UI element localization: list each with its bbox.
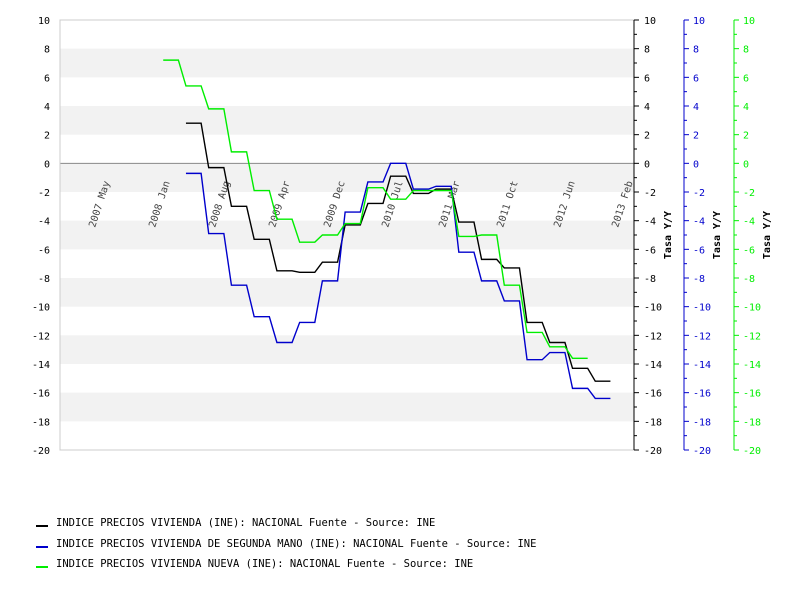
y-tick-label: 4 <box>644 102 650 113</box>
series-line <box>163 59 588 359</box>
legend: INDICE PRECIOS VIVIENDA (INE): NACIONAL … <box>36 513 536 575</box>
y-tick-label: -4 <box>693 217 705 228</box>
legend-swatch <box>36 545 48 548</box>
series-line <box>185 122 611 382</box>
y-tick-label: 2 <box>44 131 50 142</box>
grid-band <box>60 48 634 78</box>
y-tick-label: -18 <box>644 417 662 428</box>
y-tick-label: 10 <box>693 16 705 27</box>
y-tick-label: -12 <box>644 331 662 342</box>
y-tick-label: 6 <box>644 73 650 84</box>
y-tick-label: -12 <box>693 331 711 342</box>
y-tick-label: -20 <box>644 446 662 457</box>
y-tick-label: -20 <box>743 446 761 457</box>
y-tick-label: 6 <box>44 73 50 84</box>
y-tick-label: 2 <box>644 131 650 142</box>
y-tick-label: -2 <box>743 188 755 199</box>
y-tick-label: -2 <box>644 188 656 199</box>
y-tick-label: -6 <box>743 245 755 256</box>
legend-item: INDICE PRECIOS VIVIENDA DE SEGUNDA MANO … <box>36 534 536 555</box>
legend-item: INDICE PRECIOS VIVIENDA NUEVA (INE): NAC… <box>36 554 536 575</box>
y-tick-label: -10 <box>743 303 761 314</box>
y-tick-label: -14 <box>644 360 662 371</box>
legend-label: INDICE PRECIOS VIVIENDA NUEVA (INE): NAC… <box>56 558 474 571</box>
y-tick-label: -18 <box>32 417 50 428</box>
y-tick-label: -4 <box>743 217 755 228</box>
y-tick-label: -20 <box>693 446 711 457</box>
right-y-axis: 10 8 6 4 2 0 -2 -4 -6 -8 -10 -12 -14 -16 -18 -20 Tasa Y/… <box>733 16 773 457</box>
y-tick-label: -6 <box>644 245 656 256</box>
y-tick-label: 6 <box>693 73 699 84</box>
y-tick-label: -18 <box>743 417 761 428</box>
legend-label: INDICE PRECIOS VIVIENDA DE SEGUNDA MANO … <box>56 537 537 550</box>
y-tick-label: -16 <box>693 389 711 400</box>
y-tick-label: -18 <box>693 417 711 428</box>
legend-swatch <box>36 566 48 569</box>
y-tick-label: -12 <box>32 331 50 342</box>
y-tick-label: -2 <box>38 188 50 199</box>
y-axis-title: Tasa Y/Y <box>712 211 723 259</box>
y-tick-label: -14 <box>743 360 761 371</box>
y-tick-label: 10 <box>644 16 656 27</box>
legend-item: INDICE PRECIOS VIVIENDA (INE): NACIONAL … <box>36 513 536 534</box>
y-tick-label: -14 <box>693 360 711 371</box>
right-y-axis: 10 8 6 4 2 0 -2 -4 -6 -8 -10 -12 -14 -16 -18 -20 Tasa Y/… <box>683 16 723 457</box>
y-tick-label: -16 <box>743 389 761 400</box>
series-lines <box>163 59 611 400</box>
grid-band <box>60 163 634 192</box>
grid-band <box>60 106 634 135</box>
y-tick-label: 0 <box>44 159 50 170</box>
y-tick-label: -8 <box>644 274 656 285</box>
y-tick-label: -10 <box>644 303 662 314</box>
y-tick-label: -4 <box>644 217 656 228</box>
y-tick-label: -4 <box>38 217 50 228</box>
grid-band <box>60 392 634 422</box>
y-tick-label: -16 <box>644 389 662 400</box>
y-tick-label: 8 <box>44 45 50 56</box>
legend-swatch <box>36 525 48 528</box>
y-tick-label: -10 <box>32 303 50 314</box>
y-axis-title: Tasa Y/Y <box>762 211 773 259</box>
y-tick-label: 10 <box>38 16 50 27</box>
y-tick-label: -8 <box>693 274 705 285</box>
y-tick-label: 4 <box>743 102 749 113</box>
y-tick-label: -2 <box>693 188 705 199</box>
y-tick-label: -20 <box>32 446 50 457</box>
y-tick-label: 6 <box>743 73 749 84</box>
y-tick-label: 8 <box>644 45 650 56</box>
left-y-axis: 10 8 6 4 2 0 -2 -4 -6 -8 -10 -12 -14 -16 -18 -20 <box>32 16 50 457</box>
y-tick-label: -14 <box>32 360 50 371</box>
y-tick-label: -16 <box>32 389 50 400</box>
grid-band <box>60 335 634 364</box>
y-tick-label: 0 <box>743 159 749 170</box>
y-tick-label: 8 <box>693 45 699 56</box>
grid-band <box>60 278 634 307</box>
legend-label: INDICE PRECIOS VIVIENDA (INE): NACIONAL … <box>56 517 436 530</box>
y-tick-label: 10 <box>743 16 755 27</box>
y-tick-label: 2 <box>743 131 749 142</box>
y-tick-label: 0 <box>644 159 650 170</box>
y-tick-label: -6 <box>38 245 50 256</box>
y-axis-title: Tasa Y/Y <box>663 211 674 259</box>
y-tick-label: 8 <box>743 45 749 56</box>
y-tick-label: 4 <box>44 102 50 113</box>
y-tick-label: 4 <box>693 102 699 113</box>
y-tick-label: -12 <box>743 331 761 342</box>
y-tick-label: -8 <box>38 274 50 285</box>
plot-background-bands <box>60 20 634 450</box>
series-line <box>185 162 611 400</box>
y-tick-label: 2 <box>693 131 699 142</box>
y-tick-label: -6 <box>693 245 705 256</box>
y-tick-label: -8 <box>743 274 755 285</box>
right-y-axis: 10 8 6 4 2 0 -2 -4 -6 -8 -10 -12 -14 -16 -18 -20 Tasa Y/… <box>633 16 674 457</box>
y-tick-label: 0 <box>693 159 699 170</box>
y-tick-label: -10 <box>693 303 711 314</box>
